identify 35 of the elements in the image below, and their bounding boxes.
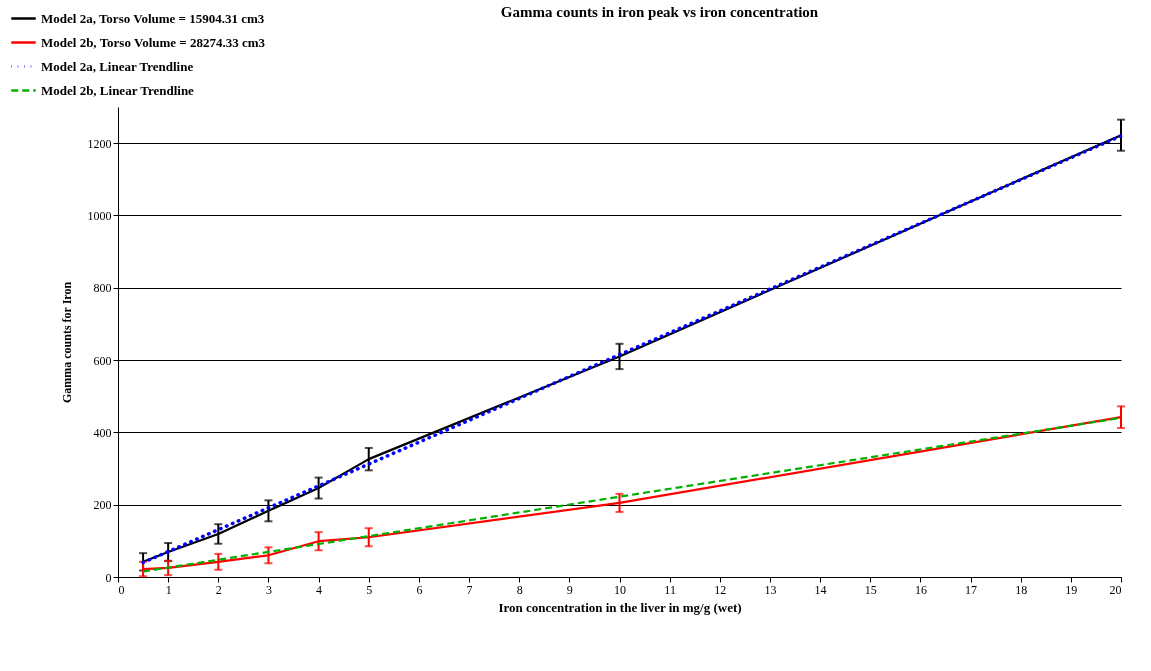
x-tick-label: 19	[1065, 582, 1078, 597]
x-tick-label: 2	[215, 582, 222, 597]
x-tick-label: 4	[316, 582, 323, 597]
legend-label: Model 2b, Torso Volume = 28274.33 cm3	[41, 34, 266, 50]
x-axis-title: Iron concentration in the liver in mg/g (wet)	[498, 599, 742, 615]
x-tick-label: 15	[864, 582, 877, 597]
y-tick-label: 200	[93, 498, 112, 513]
x-tick-label: 6	[416, 582, 423, 597]
x-tick-label: 14	[814, 582, 827, 597]
legend-label: Model 2a, Linear Trendline	[41, 58, 194, 74]
y-tick-label: 800	[93, 281, 112, 296]
x-tick-label: 18	[1015, 582, 1028, 597]
x-tick-label: 11	[664, 582, 676, 597]
x-tick-label: 0	[118, 582, 125, 597]
x-tick-label: 3	[265, 582, 272, 597]
x-tick-label: 5	[366, 582, 373, 597]
y-tick-label: 1000	[87, 208, 112, 223]
legend-label: Model 2b, Linear Trendline	[41, 82, 195, 98]
y-tick-label: 0	[105, 570, 112, 585]
x-tick-label: 16	[914, 582, 927, 597]
y-tick-label: 400	[93, 425, 112, 440]
x-tick-label: 9	[566, 582, 573, 597]
x-tick-label: 12	[714, 582, 727, 597]
y-axis-title: Gamma counts for Iron	[59, 281, 74, 404]
x-tick-label: 13	[764, 582, 777, 597]
y-tick-label: 600	[93, 353, 112, 368]
chart-title: Gamma counts in iron peak vs iron concentration	[500, 4, 819, 20]
x-tick-label: 10	[614, 582, 626, 597]
x-tick-label: 8	[516, 582, 523, 597]
x-tick-label: 7	[466, 582, 473, 597]
legend-label: Model 2a, Torso Volume = 15904.31 cm3	[41, 10, 265, 26]
x-tick-label: 1	[165, 582, 172, 597]
x-tick-label: 20	[1109, 582, 1122, 597]
x-tick-label: 17	[965, 582, 978, 597]
y-tick-label: 1200	[87, 136, 112, 151]
